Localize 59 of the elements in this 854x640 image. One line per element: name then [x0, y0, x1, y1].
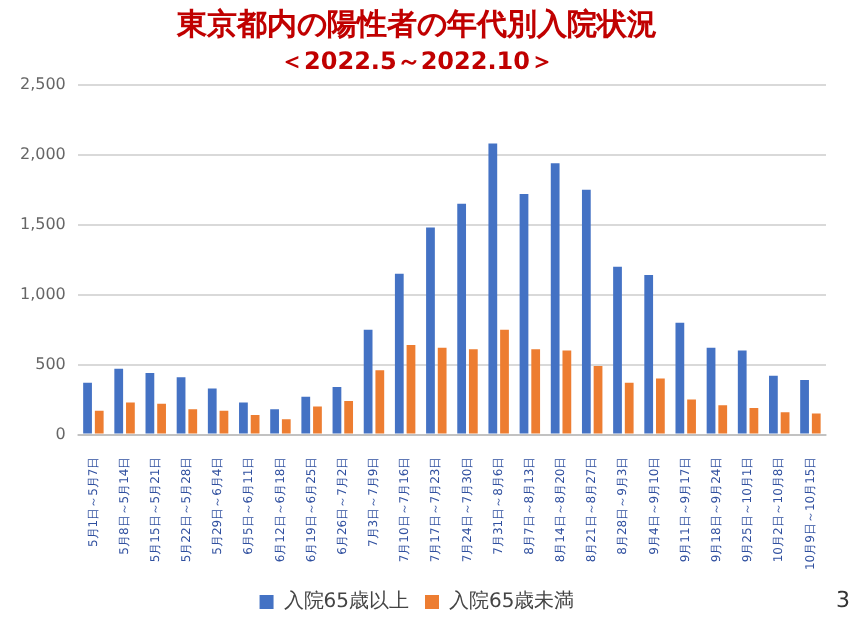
bar: [126, 402, 135, 434]
bar: [375, 370, 385, 434]
bar: [344, 400, 354, 434]
bar: [301, 396, 311, 434]
y-tick-label: 1,500: [19, 214, 66, 233]
bar: [468, 349, 478, 434]
bar: [718, 405, 728, 434]
y-tick-label: 500: [35, 354, 66, 373]
bar: [769, 375, 778, 434]
bar: [188, 409, 198, 434]
bar: [500, 329, 509, 434]
bar: [394, 273, 404, 434]
bar: [406, 345, 416, 434]
bar: [313, 406, 322, 434]
bar: [519, 193, 529, 434]
legend-label: 入院65歳未満: [449, 589, 575, 614]
text: 3: [836, 586, 850, 613]
bar: [114, 368, 124, 434]
bar: [644, 275, 654, 434]
bar: [706, 347, 716, 434]
bar: [219, 410, 229, 434]
bar: [550, 163, 560, 434]
bar: [780, 412, 790, 434]
bar: [332, 386, 342, 434]
bar: [581, 189, 591, 434]
bar: [426, 227, 435, 434]
bar: [250, 414, 260, 434]
bar: [270, 409, 279, 434]
bar: [437, 347, 447, 434]
bar: [94, 410, 104, 434]
bar: [145, 373, 155, 434]
legend-label: 入院65歳以上: [283, 589, 410, 614]
bar: [811, 413, 821, 434]
bar: [800, 380, 809, 434]
bar: [531, 349, 541, 434]
bar: [157, 403, 166, 434]
y-tick-label: 1,000: [19, 284, 66, 303]
bar: [593, 366, 603, 434]
bar: [675, 322, 685, 434]
bar: [749, 407, 759, 434]
chart-subtitle: ＜2022.5～2022.10＞: [280, 46, 554, 75]
bar: [613, 266, 622, 434]
bar: [624, 382, 634, 434]
bar: [281, 419, 291, 434]
y-tick-label: 2,500: [19, 74, 66, 93]
bar: [737, 350, 747, 434]
bar: [176, 377, 186, 434]
bar: [457, 203, 467, 434]
chart-title: 東京都内の陽性者の年代別入院状況: [175, 5, 657, 42]
y-tick-label: 0: [55, 424, 66, 443]
bar: [488, 143, 498, 434]
y-tick-label: 2,000: [19, 144, 66, 163]
bar: [687, 399, 696, 434]
bar: [207, 388, 217, 434]
bar: [656, 378, 665, 434]
bar: [239, 402, 248, 434]
bar: [83, 382, 92, 434]
bar: [562, 350, 572, 434]
bar: [363, 329, 373, 434]
